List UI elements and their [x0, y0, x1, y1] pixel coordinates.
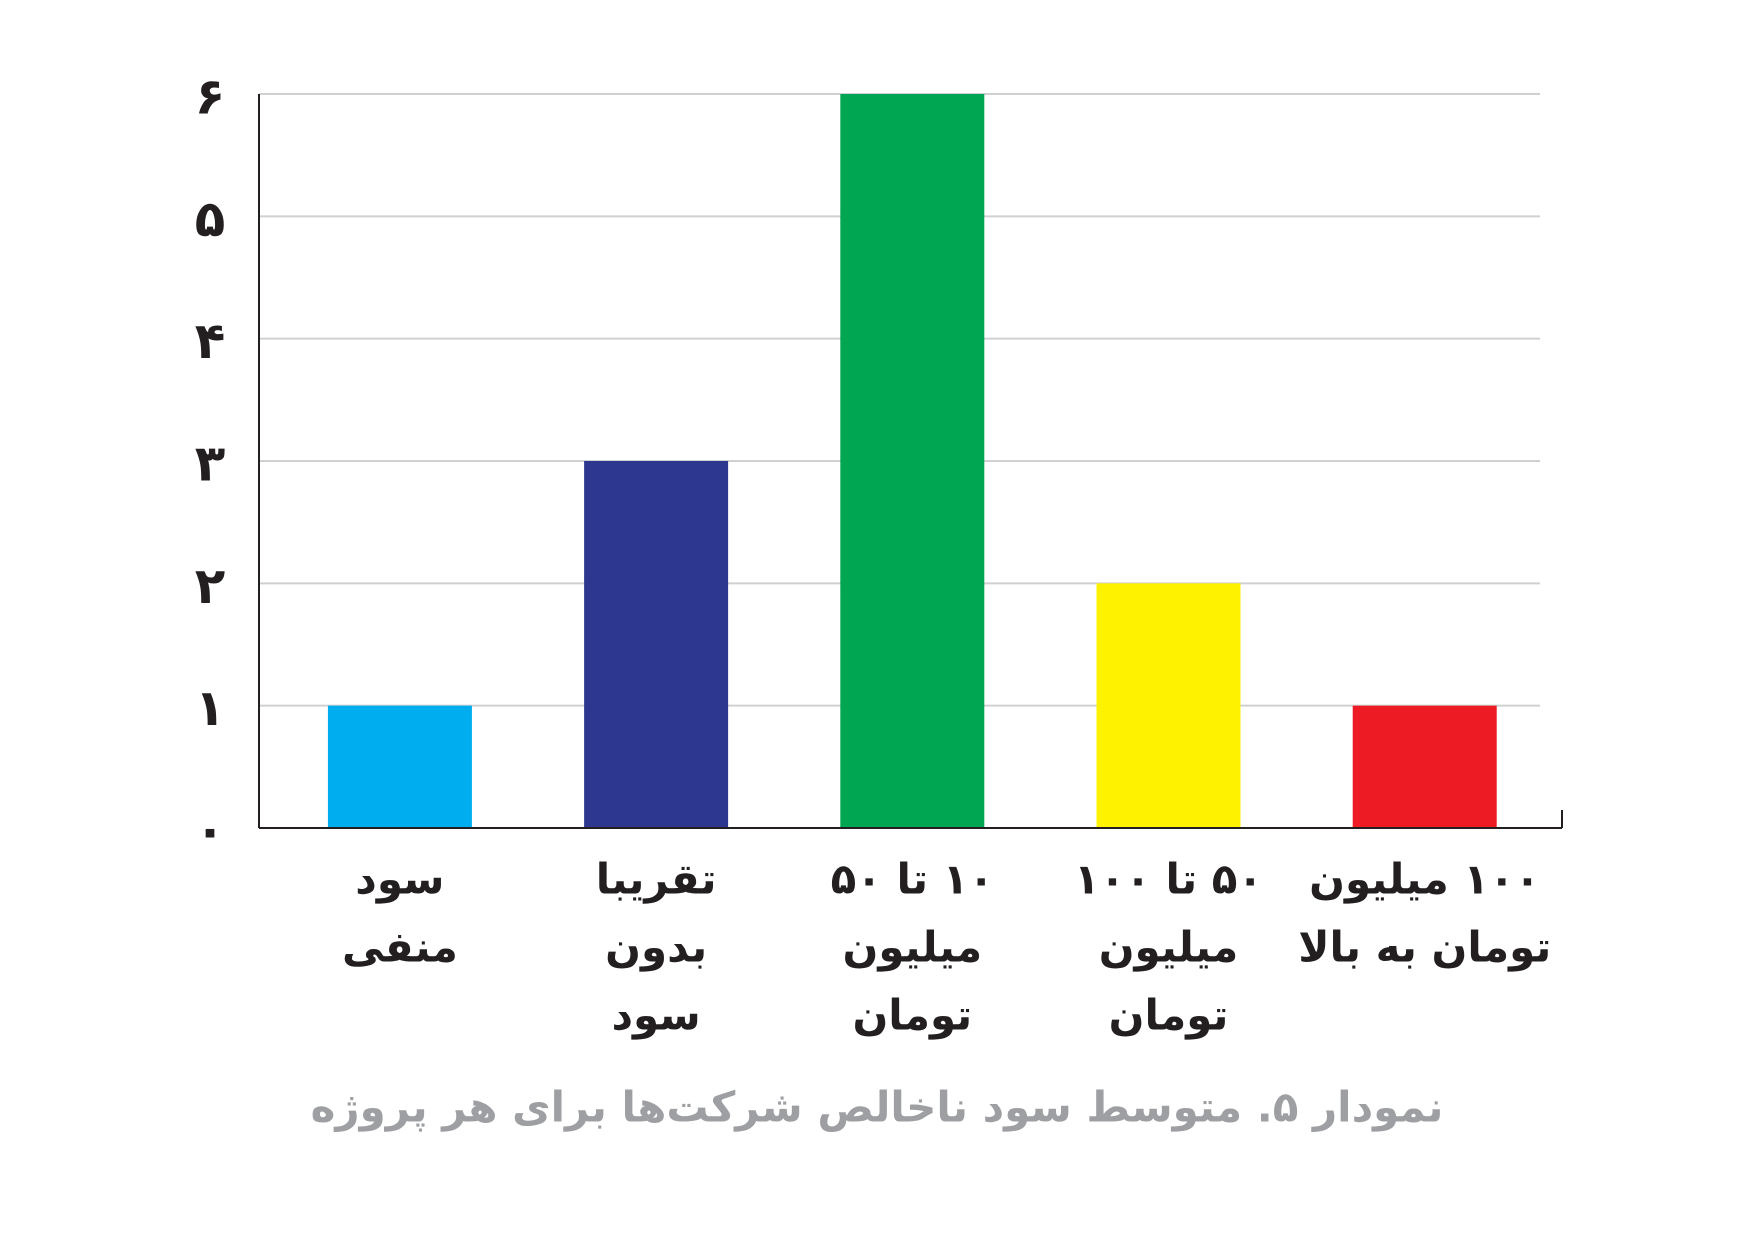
x-tick-label: تومان به بالا [1298, 923, 1551, 973]
x-tick-label: تومان [1109, 991, 1229, 1041]
x-tick-label: میلیون [1099, 923, 1239, 973]
chart-title: نمودار ۵. متوسط سود ناخالص شرکت‌ها برای … [311, 1083, 1444, 1133]
y-tick-label: ۵ [195, 190, 226, 248]
bar [840, 94, 985, 828]
bar [1352, 705, 1497, 828]
y-tick-label: ۴ [195, 312, 226, 370]
y-tick-label: ۶ [195, 68, 226, 126]
x-tick-label: سود [355, 855, 444, 905]
y-tick-label: ۳ [195, 435, 226, 493]
bar [1096, 583, 1241, 828]
x-tick-label: تقریبا [596, 855, 717, 905]
x-tick-label: سود [612, 991, 701, 1041]
x-tick-label: ۱۰۰ میلیون [1309, 855, 1540, 905]
x-tick-label: ۵۰ تا ۱۰۰ [1074, 855, 1263, 904]
bar [584, 461, 729, 828]
y-tick-label: ۲ [195, 557, 226, 615]
y-tick-label: ۱ [195, 679, 226, 737]
x-tick-label: میلیون [842, 923, 982, 973]
x-tick-label: تومان [852, 991, 972, 1041]
x-tick-label: ۱۰ تا ۵۰ [831, 855, 994, 904]
x-tick-label: منفی [342, 923, 458, 972]
bar [327, 705, 472, 828]
y-tick-label: ۰ [195, 802, 226, 860]
x-tick-label: بدون [605, 923, 707, 973]
